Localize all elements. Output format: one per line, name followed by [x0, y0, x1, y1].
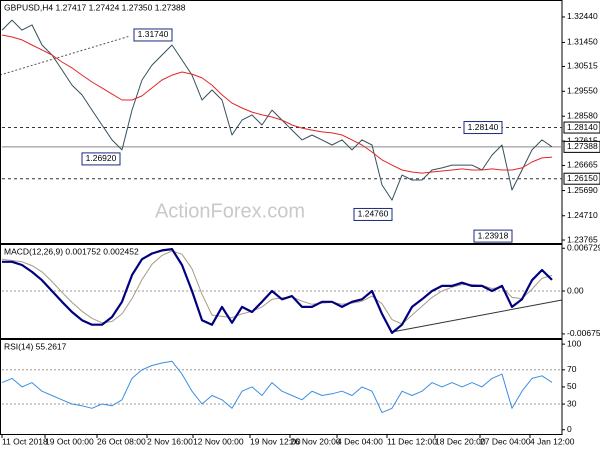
annotation-label: 1.31740 [138, 29, 169, 39]
x-tick-label: 4 Dec 04:00 [337, 436, 383, 446]
y-tick-label: 30 [567, 398, 577, 408]
annotation-box [463, 121, 503, 135]
y-tick-label: 100 [567, 338, 581, 348]
annotation-box [81, 152, 121, 166]
price-label-box [563, 172, 600, 185]
y-tick-label: 50 [567, 381, 577, 391]
series-line [1, 19, 553, 201]
x-tick-label: 26 Oct 08:00 [97, 436, 146, 446]
y-tick-label: 0.006729 [567, 243, 600, 253]
watermark: ActionForex.com [155, 200, 305, 222]
annotation-label: 1.26920 [86, 153, 117, 163]
y-tick-label: 1.30515 [567, 61, 598, 71]
x-tick-label: 19 Oct 00:00 [45, 436, 94, 446]
y-tick-label: -0.006758 [567, 328, 600, 338]
y-tick-label: 1.24710 [567, 210, 598, 220]
x-tick-label: 19 Nov 12:00 [250, 436, 301, 446]
y-tick-label: 1.25690 [567, 185, 598, 195]
y-tick-label: 70 [567, 364, 577, 374]
series-line [1, 34, 553, 174]
price-label: 1.28140 [567, 122, 598, 132]
annotation-box [133, 28, 173, 42]
annotation-label: 1.24760 [358, 209, 389, 219]
y-tick-label: 0 [567, 424, 572, 434]
annotation-box [473, 229, 513, 243]
trend-line [391, 299, 563, 333]
y-tick-label: 1.32440 [567, 11, 598, 21]
annotation-box [353, 207, 393, 221]
panel-title: RSI(14) 55.2617 [4, 341, 67, 351]
series-line [2, 248, 553, 334]
x-tick-label: 11 Dec 12:00 [387, 436, 437, 446]
panel-title: GBPUSD,H4 1.27417 1.27424 1.27350 1.2738… [4, 2, 186, 12]
x-tick-label: 11 Oct 2018 [2, 436, 48, 446]
y-tick-label: 1.31450 [567, 37, 598, 47]
price-label-box [563, 140, 600, 153]
y-tick-label: 1.27615 [567, 135, 598, 145]
y-tick-label: 0.00 [567, 285, 584, 295]
price-label: 1.26150 [567, 173, 598, 183]
y-tick-label: 1.26665 [567, 160, 598, 170]
panel-frame [0, 0, 563, 244]
x-tick-label: 2 Nov 16:00 [147, 436, 193, 446]
x-tick-label: 18 Dec 20:00 [435, 436, 486, 446]
x-tick-label: 4 Jan 12:00 [530, 436, 575, 446]
series-line [1, 360, 553, 414]
y-tick-label: 1.28580 [567, 110, 598, 120]
price-label-box [563, 121, 600, 134]
x-tick-label: 27 Dec 04:00 [480, 436, 531, 446]
price-label: 1.27388 [567, 141, 598, 151]
x-tick-label: 12 Nov 00:00 [193, 436, 244, 446]
y-tick-label: 1.23765 [567, 234, 598, 244]
x-tick-label: 26 Nov 20:00 [290, 436, 341, 446]
annotation-label: 1.28140 [468, 122, 499, 132]
trend-line [0, 35, 131, 76]
series-line [1, 250, 553, 325]
annotation-label: 1.23918 [478, 230, 509, 240]
panel-title: MACD(12,26,9) 0.001752 0.002452 [4, 246, 139, 256]
y-tick-label: 1.29550 [567, 86, 598, 96]
